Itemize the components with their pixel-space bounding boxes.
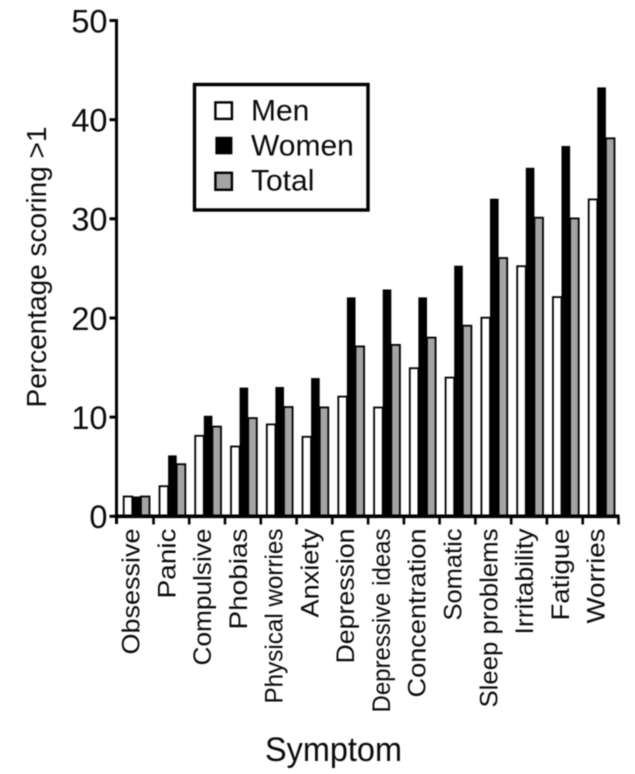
svg-text:Fatigue: Fatigue — [547, 529, 575, 621]
svg-text:Symptom: Symptom — [265, 731, 402, 769]
svg-text:50: 50 — [71, 3, 107, 39]
svg-text:0: 0 — [89, 499, 107, 535]
svg-text:20: 20 — [71, 301, 107, 337]
svg-text:Irritability: Irritability — [511, 528, 539, 635]
svg-text:40: 40 — [71, 103, 107, 139]
svg-text:Men: Men — [251, 94, 309, 127]
svg-text:Phobias: Phobias — [225, 529, 253, 630]
svg-text:Percentage scoring >1: Percentage scoring >1 — [21, 127, 52, 408]
svg-text:10: 10 — [71, 400, 107, 436]
svg-text:30: 30 — [71, 202, 107, 238]
svg-text:Women: Women — [251, 130, 354, 163]
svg-text:Concentration: Concentration — [404, 529, 432, 698]
svg-text:Worries: Worries — [583, 529, 611, 624]
svg-text:Depressive ideas: Depressive ideas — [368, 529, 396, 713]
svg-text:Depression: Depression — [332, 529, 360, 664]
svg-text:Sleep problems: Sleep problems — [475, 529, 503, 708]
svg-text:Total: Total — [251, 165, 314, 198]
svg-text:Obsessive: Obsessive — [118, 529, 146, 655]
svg-text:Panic: Panic — [153, 529, 181, 599]
svg-text:Physical worries: Physical worries — [261, 529, 289, 704]
svg-text:Compulsive: Compulsive — [189, 529, 217, 666]
svg-text:Anxiety: Anxiety — [296, 528, 324, 618]
svg-text:Somatic: Somatic — [440, 529, 468, 621]
